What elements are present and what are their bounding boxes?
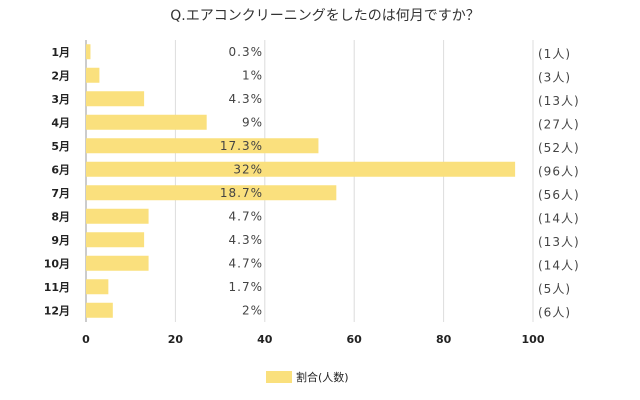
category-label: 11月 (44, 281, 70, 294)
percent-label: 1.7% (229, 280, 264, 294)
percent-label: 17.3% (220, 139, 263, 153)
bar (86, 67, 100, 83)
percent-label: 18.7% (220, 186, 263, 200)
grid-lines (85, 40, 534, 322)
count-label: (27人) (538, 117, 580, 131)
legend-label: 割合(人数) (296, 370, 349, 384)
percent-label: 4.7% (229, 256, 264, 270)
data-labels: 1月 0.3% (1人) 2月 1% (3人) 3月 4.3% (13人) 4月 9% (27人) 5月… (44, 45, 580, 320)
legend: 割合(人数) (266, 370, 349, 384)
percent-label: 0.3% (229, 45, 264, 59)
x-tick-label: 80 (436, 333, 452, 346)
percent-label: 1% (242, 68, 263, 82)
percent-label: 9% (242, 115, 263, 129)
count-label: (1人) (538, 47, 571, 61)
count-label: (13人) (538, 235, 580, 249)
bar (86, 255, 149, 271)
count-label: (52人) (538, 141, 580, 155)
count-label: (96人) (538, 164, 580, 178)
count-label: (6人) (538, 305, 571, 319)
x-tick-label: 0 (82, 333, 90, 346)
bar (86, 279, 109, 295)
category-label: 12月 (44, 304, 70, 317)
x-tick-label: 40 (257, 333, 273, 346)
x-tick-label: 100 (522, 333, 545, 346)
count-label: (5人) (538, 282, 571, 296)
bar (86, 114, 207, 130)
legend-swatch (266, 371, 292, 383)
bar (86, 91, 145, 107)
bar (86, 185, 337, 201)
category-label: 8月 (51, 210, 70, 223)
bar (86, 208, 149, 224)
category-label: 9月 (51, 234, 70, 247)
x-tick-label: 20 (168, 333, 184, 346)
count-label: (14人) (538, 258, 580, 272)
bar (86, 161, 516, 177)
count-label: (3人) (538, 70, 571, 84)
category-label: 5月 (51, 140, 70, 153)
percent-label: 4.7% (229, 209, 264, 223)
bar (86, 302, 113, 318)
percent-label: 4.3% (229, 92, 264, 106)
category-label: 6月 (51, 163, 70, 176)
x-axis: 0 20 40 60 80 100 (82, 333, 545, 346)
bar-series (86, 44, 516, 318)
category-label: 1月 (51, 46, 70, 59)
chart-title: Q.エアコンクリーニングをしたのは何月ですか？ (170, 8, 479, 24)
category-label: 3月 (51, 93, 70, 106)
category-label: 7月 (51, 187, 70, 200)
bar (86, 232, 145, 248)
percent-label: 2% (242, 303, 263, 317)
percent-label: 32% (233, 162, 263, 176)
category-label: 4月 (51, 116, 70, 129)
category-label: 2月 (51, 69, 70, 82)
bar (86, 44, 91, 60)
count-label: (13人) (538, 94, 580, 108)
count-label: (56人) (538, 188, 580, 202)
category-label: 10月 (44, 257, 70, 270)
percent-label: 4.3% (229, 233, 264, 247)
bar (86, 138, 319, 154)
x-tick-label: 60 (347, 333, 363, 346)
count-label: (14人) (538, 211, 580, 225)
